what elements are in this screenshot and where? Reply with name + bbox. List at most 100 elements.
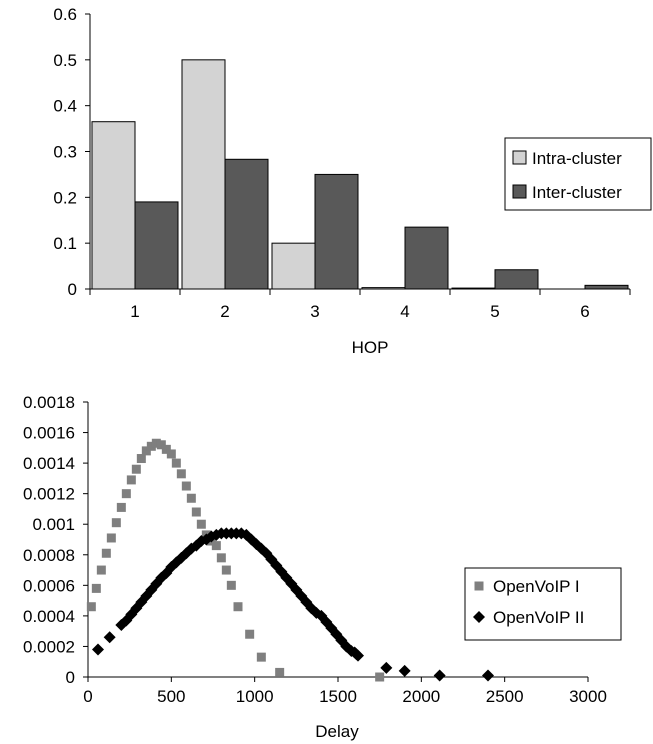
bar-inter-cluster-6 xyxy=(584,284,629,290)
legend-marker xyxy=(474,581,484,591)
legend-box xyxy=(464,567,622,641)
y-tick-label: 0.0006 xyxy=(23,576,75,595)
delay-scatter-chart: 0 0.0002 0.0004 0.0006 0.0008 0.001 0.0012 0.00… xyxy=(23,393,622,741)
y-axis-ticks: 0 0.0002 0.0004 0.0006 0.0008 0.001 0.0012 0.00… xyxy=(23,393,88,687)
y-tick-label: 0 xyxy=(66,668,75,687)
x-tick-label: 2 xyxy=(220,302,229,321)
x-axis-ticks: 0 500 1000 1500 2000 2500 3000 xyxy=(83,677,607,706)
x-tick-label: 3000 xyxy=(569,687,607,706)
legend-box xyxy=(504,137,652,211)
point-openvoip-i xyxy=(146,441,156,451)
legend: OpenVoIP I OpenVoIP II xyxy=(464,567,622,641)
legend-marker xyxy=(473,611,485,623)
point-openvoip-i xyxy=(116,502,126,512)
y-tick-label: 0.0018 xyxy=(23,393,75,412)
point-openvoip-i xyxy=(245,629,255,639)
axes xyxy=(86,14,630,290)
legend-label: OpenVoIP II xyxy=(493,608,584,627)
y-axis-ticks: 0 0.1 0.2 0.3 0.4 0.5 0.6 xyxy=(53,5,90,299)
legend-label: Intra-cluster xyxy=(532,149,622,168)
y-tick-label: 0.2 xyxy=(53,188,77,207)
bar-inter-cluster-4 xyxy=(404,226,449,290)
point-openvoip-i xyxy=(221,565,231,575)
point-openvoip-i xyxy=(91,583,101,593)
point-openvoip-ii xyxy=(482,669,494,682)
point-openvoip-i xyxy=(136,454,146,464)
x-tick-label: 2500 xyxy=(486,687,524,706)
point-openvoip-i xyxy=(191,507,201,517)
y-tick-label: 0.0016 xyxy=(23,424,75,443)
point-openvoip-i xyxy=(211,541,221,551)
point-openvoip-i xyxy=(86,602,96,612)
bar-inter-cluster-3 xyxy=(314,173,359,290)
point-openvoip-i xyxy=(111,518,121,528)
point-group xyxy=(86,438,494,682)
point-openvoip-i xyxy=(256,652,266,662)
point-openvoip-ii xyxy=(398,664,411,677)
y-tick-label: 0 xyxy=(68,280,77,299)
y-tick-label: 0.0004 xyxy=(23,607,75,626)
x-tick-label: 2000 xyxy=(402,687,440,706)
point-openvoip-ii xyxy=(352,649,364,662)
x-axis-title: HOP xyxy=(352,338,389,357)
point-openvoip-i xyxy=(171,458,181,468)
x-tick-label: 0 xyxy=(83,687,92,706)
point-openvoip-i xyxy=(121,489,131,499)
legend: Intra-cluster Inter-cluster xyxy=(504,137,652,211)
x-tick-label: 4 xyxy=(400,302,409,321)
point-openvoip-i xyxy=(186,493,196,503)
x-tick-label: 1 xyxy=(130,302,139,321)
point-openvoip-i xyxy=(101,548,111,558)
bar-inter-cluster-2 xyxy=(224,158,269,290)
x-tick-label: 1000 xyxy=(236,687,274,706)
point-openvoip-ii xyxy=(92,643,104,656)
y-tick-label: 0.0012 xyxy=(23,485,75,504)
point-openvoip-ii xyxy=(103,631,116,644)
point-openvoip-i xyxy=(131,464,141,474)
x-tick-label: 3 xyxy=(310,302,319,321)
bar-inter-cluster-5 xyxy=(494,269,539,290)
y-tick-label: 0.001 xyxy=(32,515,75,534)
legend-swatch xyxy=(512,150,527,165)
bar-intra-cluster-2 xyxy=(181,59,226,290)
y-tick-label: 0.6 xyxy=(53,5,77,24)
bar-group xyxy=(91,59,629,290)
hop-bar-chart: 0 0.1 0.2 0.3 0.4 0.5 0.6 1 2 3 4 5 6 HOP Intra-clu… xyxy=(53,5,652,357)
point-openvoip-i xyxy=(181,481,191,491)
point-openvoip-ii xyxy=(380,661,393,674)
x-tick-label: 6 xyxy=(580,302,589,321)
bar-inter-cluster-1 xyxy=(134,201,179,290)
legend-swatch xyxy=(512,184,527,199)
point-openvoip-i xyxy=(226,580,236,590)
y-tick-label: 0.4 xyxy=(53,97,77,116)
point-openvoip-i xyxy=(233,602,243,612)
point-openvoip-i xyxy=(96,565,106,575)
x-tick-label: 1500 xyxy=(319,687,357,706)
bar-intra-cluster-1 xyxy=(91,121,136,290)
point-openvoip-i xyxy=(176,469,186,479)
point-openvoip-i xyxy=(166,449,176,459)
point-openvoip-i xyxy=(156,440,166,450)
point-openvoip-ii xyxy=(433,669,446,682)
point-openvoip-i xyxy=(196,519,206,529)
point-openvoip-i xyxy=(375,672,385,682)
point-openvoip-i xyxy=(161,444,171,454)
y-tick-label: 0.5 xyxy=(53,51,77,70)
point-openvoip-ii xyxy=(245,533,258,546)
legend-label: OpenVoIP I xyxy=(493,577,580,596)
y-tick-label: 0.1 xyxy=(53,234,77,253)
y-tick-label: 0.0002 xyxy=(23,637,75,656)
x-axis-title: Delay xyxy=(315,722,359,741)
point-openvoip-i xyxy=(275,667,285,677)
point-openvoip-i xyxy=(141,446,151,456)
point-openvoip-i xyxy=(216,553,226,563)
y-tick-label: 0.0008 xyxy=(23,546,75,565)
x-tick-label: 500 xyxy=(157,687,185,706)
point-openvoip-i xyxy=(126,475,136,485)
x-axis-ticks: 1 2 3 4 5 6 xyxy=(89,289,631,321)
y-tick-label: 0.3 xyxy=(53,143,77,162)
legend-label: Inter-cluster xyxy=(532,183,622,202)
point-openvoip-i xyxy=(151,438,161,448)
bar-intra-cluster-3 xyxy=(271,242,316,290)
